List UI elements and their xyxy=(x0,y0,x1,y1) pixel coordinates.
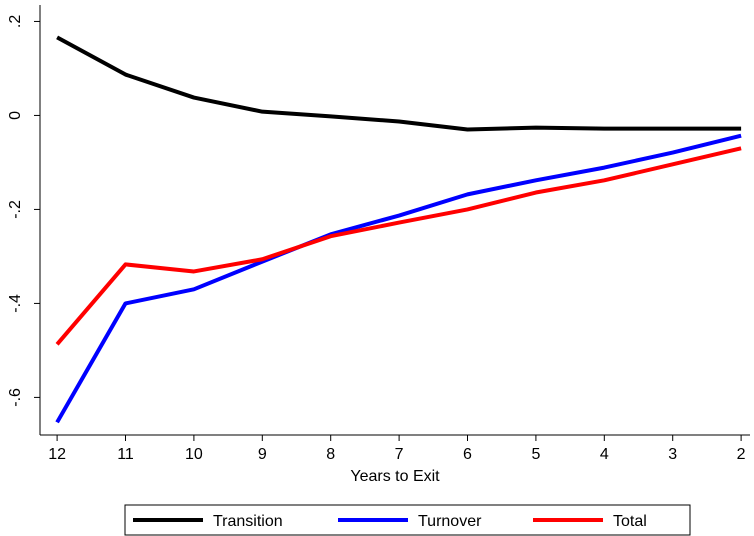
line xyxy=(56,35,742,132)
line xyxy=(55,146,742,346)
y-tick-label: 0 xyxy=(7,111,24,120)
x-tick-label: 2 xyxy=(737,446,746,463)
x-tick-label: 4 xyxy=(600,446,609,463)
y-tick-label: -.2 xyxy=(7,200,24,219)
x-tick-label: 5 xyxy=(531,446,540,463)
x-tick-label: 10 xyxy=(185,446,203,463)
x-tick-label: 9 xyxy=(258,446,267,463)
y-tick-label: .2 xyxy=(7,15,24,28)
x-tick-label: 8 xyxy=(326,446,335,463)
x-tick-label: 11 xyxy=(117,446,134,463)
legend-label: Total xyxy=(613,513,647,530)
legend-label: Transition xyxy=(213,513,283,530)
x-tick-label: 12 xyxy=(48,446,66,463)
x-axis-label: Years to Exit xyxy=(350,468,440,485)
y-tick-label: -.4 xyxy=(7,294,24,313)
x-tick-label: 6 xyxy=(463,446,472,463)
x-tick-label: 7 xyxy=(395,446,404,463)
line xyxy=(55,133,742,424)
x-tick-label: 3 xyxy=(668,446,677,463)
legend-label: Turnover xyxy=(418,513,482,530)
y-tick-label: -.6 xyxy=(7,388,24,407)
